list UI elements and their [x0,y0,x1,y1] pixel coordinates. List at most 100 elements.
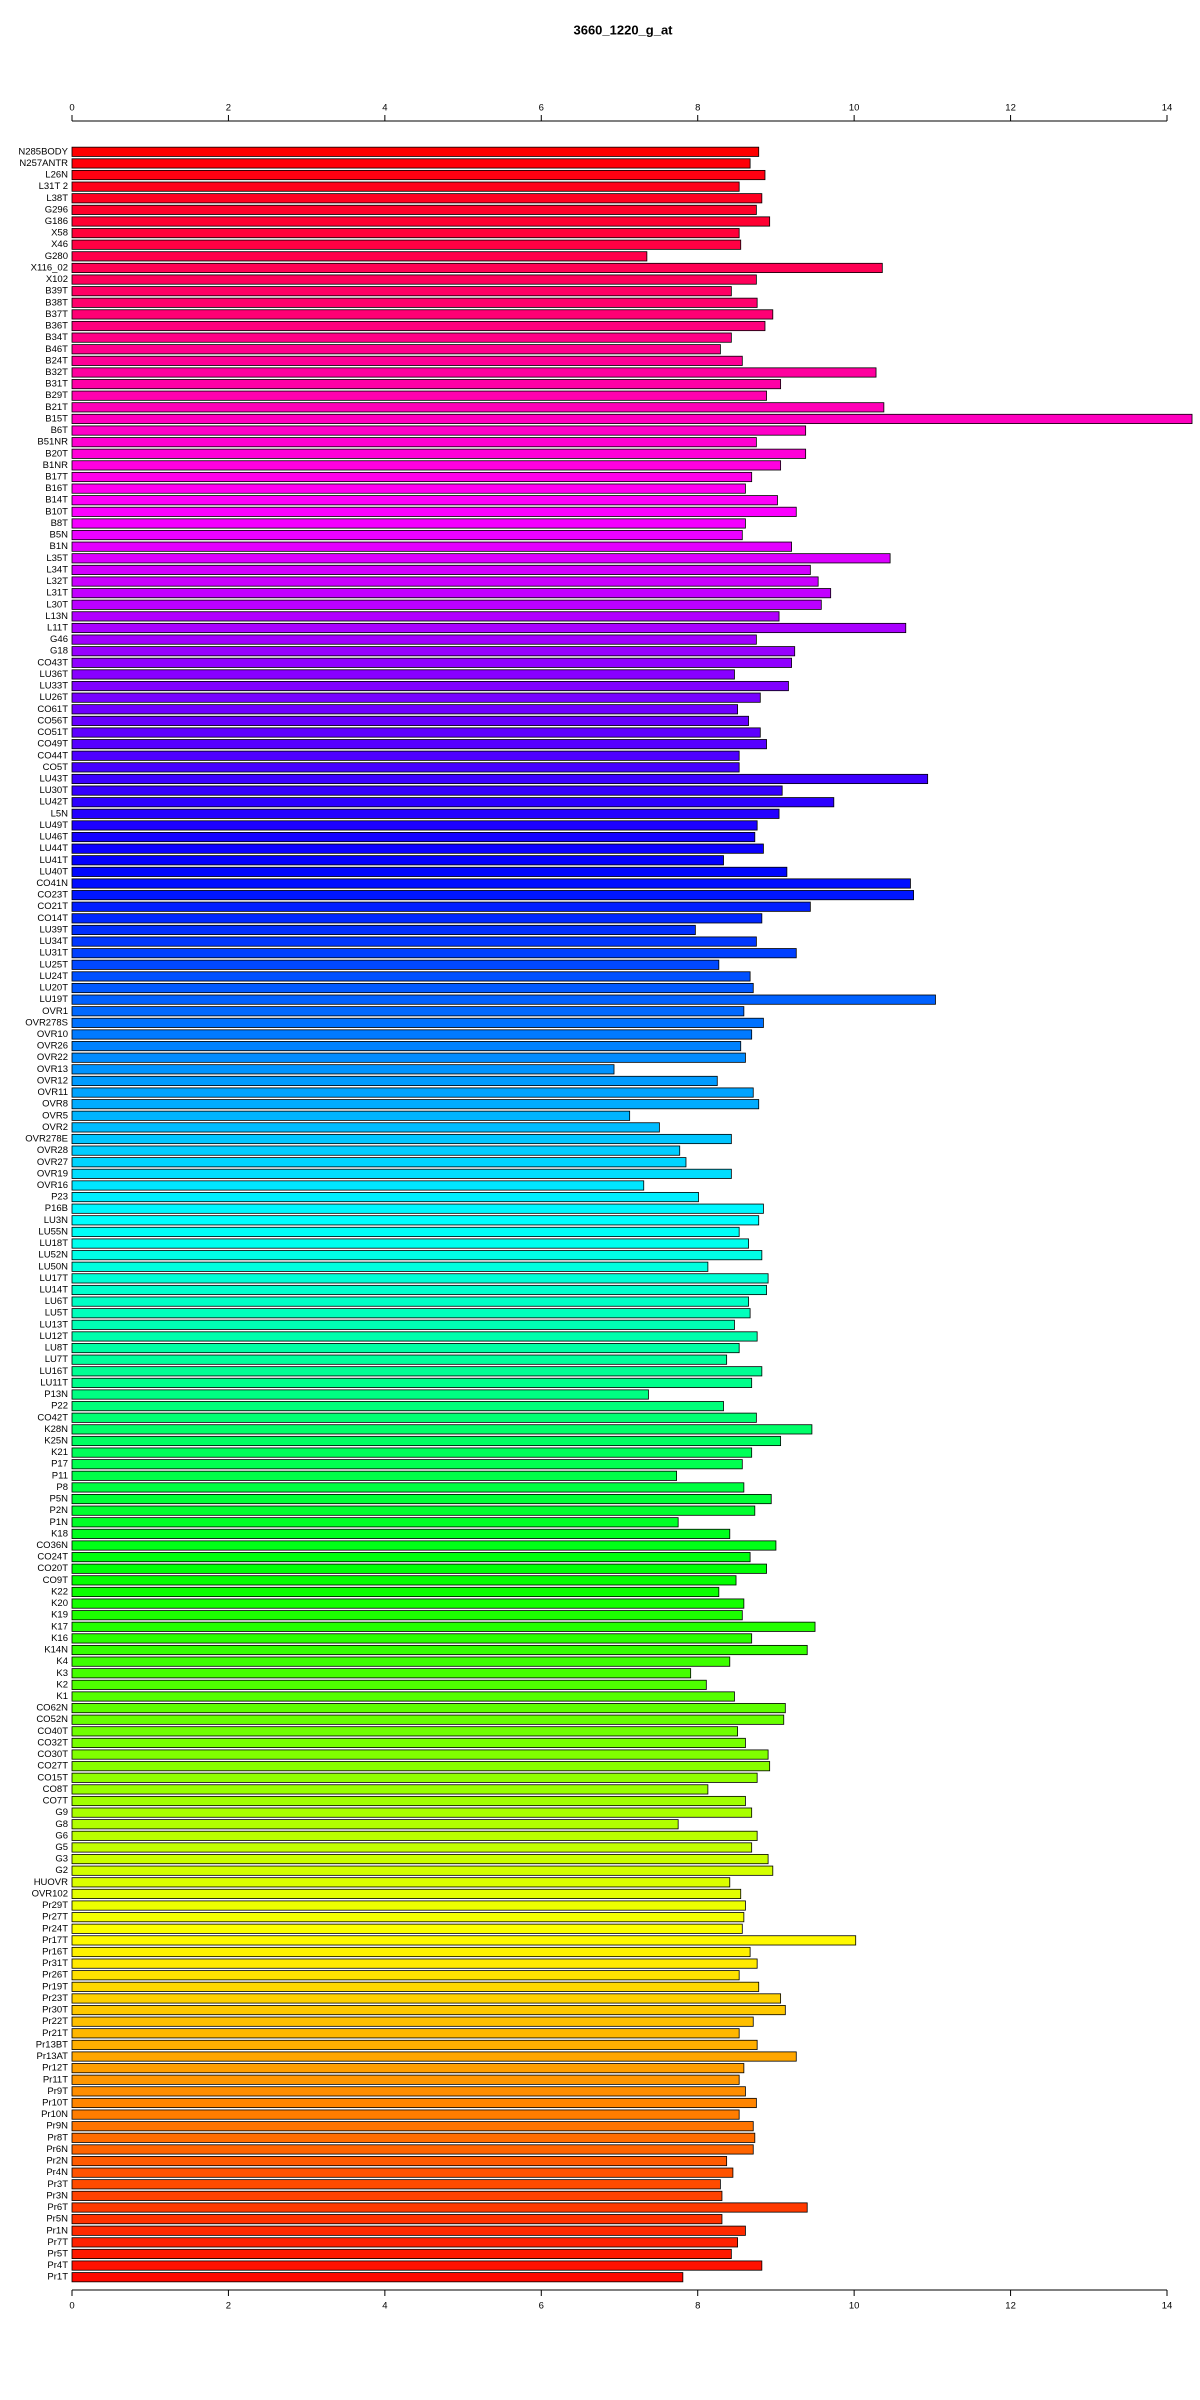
bar [71,2156,728,2167]
y-tick-label: B16T [45,483,68,494]
bar [71,727,761,738]
bar [71,169,766,181]
bar [71,1401,724,1412]
bar [71,274,757,285]
y-tick-label: Pr8T [47,2132,68,2143]
bar [71,1575,737,1586]
y-tick-label: CO51T [37,727,68,738]
y-tick-label: P2N [50,1505,69,1516]
y-tick-label: K22 [51,1586,68,1597]
y-tick-label: G2 [55,1865,68,1876]
bar [71,622,907,634]
bar [71,1017,764,1028]
x-tick-label-bottom: 8 [695,2301,700,2312]
bar [71,1552,751,1563]
y-tick-label: Pr5N [46,2214,68,2225]
y-tick-label: LU12T [39,1331,68,1342]
y-tick-label: P16B [45,1203,68,1214]
bar [71,1284,767,1296]
bar [71,1644,808,1656]
y-tick-label: K20 [51,1598,68,1609]
bar [71,355,743,366]
bar [71,1854,769,1865]
bar [71,2248,732,2260]
x-tick-label-bottom: 0 [69,2301,74,2312]
y-tick-label: LU25T [39,959,68,970]
x-tick-label-bottom: 2 [226,2301,231,2312]
x-tick-label-bottom: 12 [1005,2301,1016,2312]
y-tick-label: Pr12T [42,2063,68,2074]
bar [71,797,835,808]
bar [71,2225,746,2236]
bar [71,448,807,459]
bar [71,785,783,796]
bar [71,1865,774,1876]
bar [71,2167,734,2178]
y-tick-label: B1NR [43,460,68,471]
bar [71,1389,649,1400]
bar [71,1819,679,1830]
y-tick-label: CO32T [37,1737,68,1748]
x-tick-label-top: 10 [849,103,860,114]
y-tick-label: K16 [51,1633,68,1644]
bar [71,1296,749,1307]
y-tick-label: Pr9T [47,2086,68,2097]
y-tick-label: CO42T [37,1412,68,1423]
bar [71,413,1193,424]
bar [71,1075,718,1086]
bar [71,1749,769,1760]
y-tick-label: Pr2N [46,2156,68,2167]
bar [71,2202,808,2213]
x-tick-label-top: 6 [539,103,544,114]
y-tick-label: G46 [50,634,68,645]
y-tick-label: X116_02 [31,262,68,273]
bar [71,262,883,273]
y-tick-label: LU8T [45,1343,68,1354]
bar [71,1807,753,1818]
bar [71,2132,756,2143]
y-tick-label: OVR102 [32,1888,68,1899]
bar [71,1784,709,1795]
y-tick-label: LU17T [39,1273,68,1284]
y-tick-label: G9 [55,1807,68,1818]
y-tick-label: Pr6N [46,2144,68,2155]
y-tick-label: Pr13BT [36,2039,68,2050]
y-tick-label: CO27T [37,1761,68,1772]
y-tick-label: P1N [50,1517,69,1528]
bar [71,1517,679,1528]
y-tick-label: B46T [45,344,68,355]
y-tick-label: L31T [46,588,68,599]
y-tick-label: B32T [45,367,68,378]
y-tick-label: Pr5T [47,2248,68,2259]
y-tick-label: G6 [55,1830,68,1841]
y-tick-label: LU11T [40,1377,68,1388]
bar [71,1691,735,1702]
bar [71,1540,777,1551]
bar [71,1621,816,1632]
y-tick-label: CO49T [37,739,68,750]
bar [71,2272,684,2283]
bar [71,1714,785,1725]
bar [71,1226,740,1237]
bar [71,2039,758,2050]
y-tick-label: K1 [56,1691,68,1702]
y-tick-label: CO14T [37,913,68,924]
y-tick-label: K2 [56,1679,68,1690]
bar [71,866,788,877]
y-tick-label: B21T [45,402,68,413]
bar [71,1633,753,1644]
bar [71,820,758,831]
y-tick-label: G186 [45,216,68,227]
bar [71,1203,764,1214]
bar [71,460,782,471]
bar [71,1250,763,1261]
y-tick-label: L34T [46,564,68,575]
y-tick-label: G18 [50,646,68,657]
y-tick-label: LU7T [45,1354,68,1365]
bar [71,901,811,912]
bar [71,228,740,239]
bar [71,1563,767,1574]
y-tick-label: B8T [51,518,69,529]
x-tick-label-bottom: 14 [1162,2301,1173,2312]
